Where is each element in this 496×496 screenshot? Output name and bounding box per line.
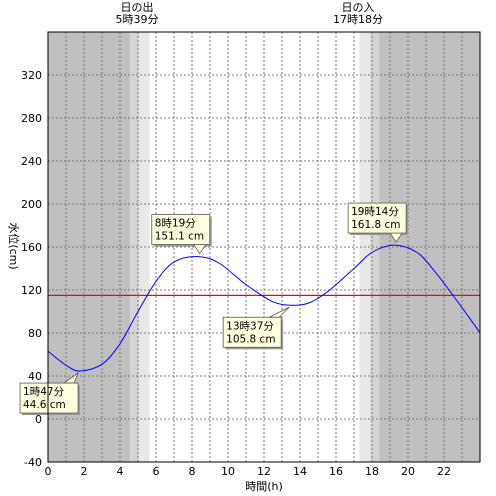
x-tick-label: 14 — [293, 465, 307, 478]
x-tick-label: 0 — [45, 465, 52, 478]
y-tick-label: 40 — [28, 370, 42, 383]
x-tick-label: 16 — [329, 465, 343, 478]
callout-time: 1時47分 — [23, 386, 65, 398]
y-tick-labels: -40 0 40 80 120 160 200 240 280 320 — [21, 69, 42, 469]
callout-time: 19時14分 — [351, 206, 399, 218]
x-tick-label: 18 — [365, 465, 379, 478]
callout-box — [19, 382, 79, 414]
sunrise-label: 日の出 — [121, 0, 154, 14]
x-tick-label: 20 — [401, 465, 415, 478]
y-axis-label: 水位(cm) — [7, 222, 21, 269]
y-tick-label: 200 — [21, 198, 42, 211]
y-tick-label: 80 — [28, 327, 42, 340]
callout-value: 105.8 cm — [226, 333, 275, 345]
dawn-band-dark — [129, 32, 139, 462]
y-tick-label: 320 — [21, 69, 42, 82]
callout-time: 8時19分 — [155, 218, 197, 230]
y-tick-label: 160 — [21, 241, 42, 254]
callout-value: 44.6 cm — [23, 399, 66, 411]
sunset-time: 17時18分 — [333, 13, 383, 26]
callout-value: 161.8 cm — [351, 219, 400, 231]
y-tick-label: 280 — [21, 112, 42, 125]
x-tick-label: 22 — [437, 465, 451, 478]
x-tick-label: 12 — [257, 465, 271, 478]
callout-box — [151, 214, 211, 245]
x-tick-label: 4 — [117, 465, 124, 478]
series-line — [47, 244, 481, 372]
callout-value: 151.1 cm — [155, 231, 204, 243]
x-tick-labels: 0 2 4 6 8 10 12 14 16 18 20 22 — [45, 465, 452, 478]
callout-box — [347, 202, 407, 234]
sunrise-time: 5時39分 — [116, 13, 159, 26]
y-tick-label: -40 — [24, 456, 42, 469]
y-tick-label: 0 — [35, 413, 42, 426]
sunset-label: 日の入 — [342, 1, 375, 14]
x-axis-label: 時間(h) — [245, 480, 283, 493]
plot-frame — [47, 31, 481, 463]
x-tick-label: 8 — [189, 465, 196, 478]
y-tick-label: 120 — [21, 284, 42, 297]
x-tick-label: 2 — [81, 465, 88, 478]
callout-time: 13時37分 — [226, 320, 274, 332]
dusk-band-dark — [370, 32, 380, 462]
callout-box — [222, 316, 282, 348]
x-tick-label: 10 — [221, 465, 235, 478]
x-tick-label: 6 — [153, 465, 160, 478]
y-tick-label: 240 — [21, 155, 42, 168]
